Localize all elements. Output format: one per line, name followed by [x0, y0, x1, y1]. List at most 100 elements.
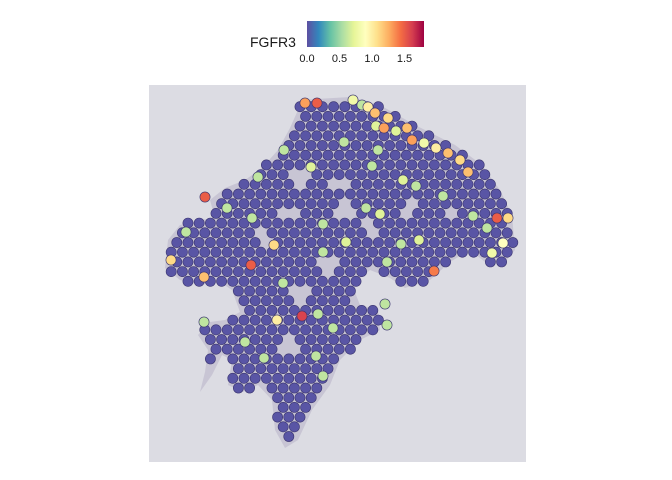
spot: [227, 314, 239, 326]
spot: [484, 178, 496, 190]
spot: [238, 372, 250, 384]
spot: [171, 237, 183, 248]
spot-high-expression: [497, 237, 509, 249]
spot: [316, 237, 328, 248]
spot: [165, 266, 177, 277]
spot: [305, 392, 317, 404]
spot: [238, 295, 250, 307]
spot: [316, 334, 328, 345]
spot: [277, 227, 289, 239]
spot: [266, 266, 278, 277]
spot: [177, 266, 188, 277]
spot: [417, 217, 429, 229]
spot: [468, 246, 479, 258]
colorbar-tick-label: 0.0: [299, 53, 315, 65]
spot: [316, 178, 328, 190]
spot-low-expression: [395, 238, 407, 250]
spot: [361, 314, 373, 326]
spot-low-expression: [246, 212, 258, 224]
spot-low-expression: [180, 226, 192, 238]
spot: [344, 285, 356, 297]
spot: [244, 285, 255, 297]
spot: [372, 198, 384, 210]
spot: [428, 217, 440, 229]
spot: [266, 227, 278, 239]
spot: [272, 372, 284, 384]
spot-low-expression: [327, 322, 339, 334]
spot: [473, 237, 485, 248]
spot: [400, 188, 412, 200]
spot-high-expression: [296, 310, 308, 322]
spot: [395, 217, 407, 229]
spot-low-expression: [381, 319, 393, 331]
spot: [283, 392, 295, 404]
spot: [316, 275, 328, 287]
spot: [272, 411, 284, 423]
legend-title: FGFR3: [250, 34, 296, 50]
spot: [227, 334, 239, 345]
spot: [261, 314, 272, 326]
spot-high-expression: [401, 122, 413, 134]
spot: [266, 343, 278, 355]
spot: [300, 188, 311, 200]
spot: [300, 207, 311, 219]
spot: [210, 246, 222, 258]
colorbar-legend: FGFR3 0.0 0.5 1.0 1.5: [0, 0, 672, 70]
spot: [233, 285, 244, 297]
spot: [490, 227, 502, 239]
spot: [356, 130, 367, 142]
spot: [288, 227, 300, 239]
spot: [344, 304, 356, 316]
spot: [451, 217, 463, 229]
spot-low-expression: [252, 171, 264, 183]
spot: [221, 266, 233, 277]
spot: [333, 110, 345, 122]
spot: [288, 130, 300, 142]
spot: [400, 149, 412, 161]
spot: [389, 266, 401, 277]
spot: [384, 178, 395, 190]
spot: [361, 237, 373, 248]
spot: [244, 188, 255, 200]
spot: [316, 140, 328, 151]
spot: [233, 343, 244, 355]
spot: [423, 169, 435, 180]
spot-low-expression: [278, 144, 290, 156]
spot: [384, 237, 395, 248]
spot: [350, 140, 362, 151]
spot: [384, 140, 395, 151]
spot: [288, 324, 300, 336]
spot: [261, 295, 272, 307]
spot: [333, 285, 345, 297]
spot: [350, 159, 362, 171]
spot: [423, 246, 435, 258]
spot: [456, 246, 468, 258]
spot: [261, 178, 272, 190]
spot: [221, 324, 233, 336]
spot: [193, 217, 205, 229]
spot: [182, 217, 194, 229]
spot: [277, 401, 289, 413]
spot: [272, 217, 284, 229]
spot-high-expression: [165, 254, 177, 266]
spot: [372, 237, 384, 248]
spot: [311, 110, 323, 122]
spot-high-expression: [369, 107, 381, 119]
spot: [300, 266, 311, 277]
spot: [300, 363, 311, 374]
spot: [434, 169, 446, 180]
spot: [272, 159, 284, 171]
spot: [412, 149, 423, 161]
spot: [428, 178, 440, 190]
spot: [288, 149, 300, 161]
spot: [305, 314, 317, 326]
spot: [199, 227, 211, 239]
spot: [462, 237, 474, 248]
tissue-image-panel: [149, 85, 526, 462]
spot: [339, 256, 351, 268]
spot: [277, 246, 289, 258]
spot: [283, 314, 295, 326]
spot: [344, 188, 356, 200]
spot: [479, 188, 491, 200]
spot: [384, 159, 395, 171]
